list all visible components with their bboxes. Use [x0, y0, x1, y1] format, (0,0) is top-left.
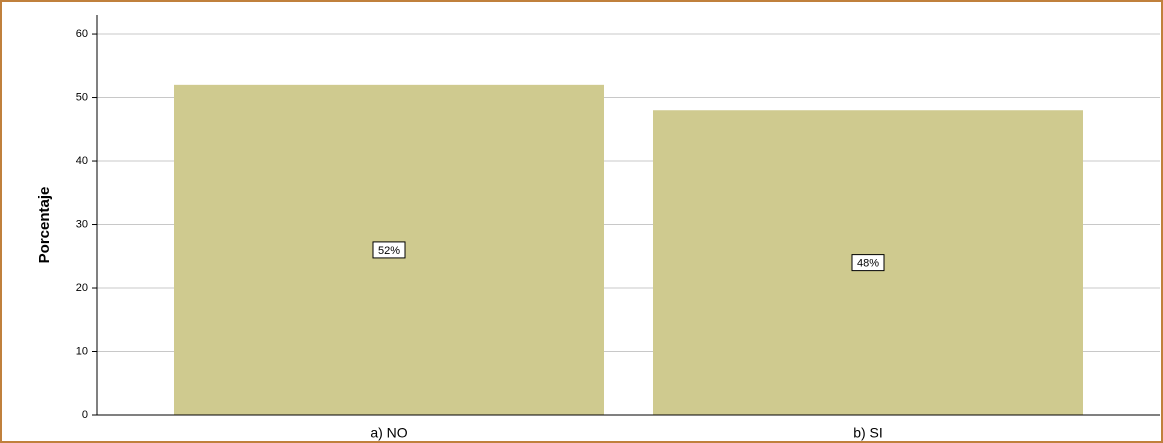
y-tick-label: 60 [76, 28, 88, 40]
y-tick-label: 0 [82, 409, 88, 421]
y-tick-label: 10 [76, 345, 88, 357]
y-tick-label: 20 [76, 282, 88, 294]
value-label-box [372, 241, 406, 259]
x-tick-label: b) SI [853, 425, 883, 441]
y-tick-label: 40 [76, 155, 88, 167]
value-label-box [851, 254, 885, 272]
y-tick-label: 30 [76, 218, 88, 230]
value-label: 48% [857, 258, 879, 270]
x-tick-label: a) NO [370, 425, 407, 441]
y-tick-label: 50 [76, 91, 88, 103]
value-label: 52% [378, 245, 400, 257]
y-axis-label: Porcentaje [36, 187, 53, 264]
